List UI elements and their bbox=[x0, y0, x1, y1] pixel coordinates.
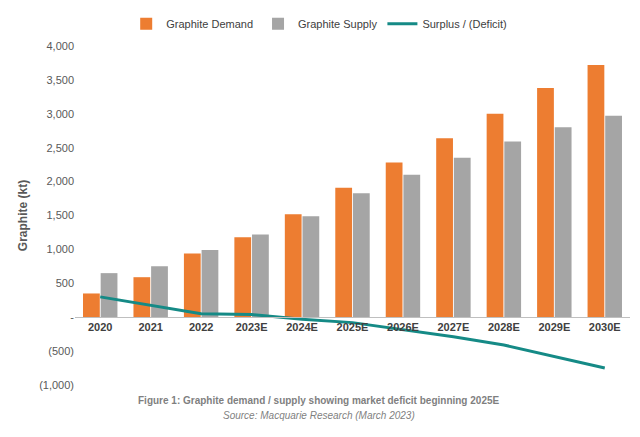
svg-text:Graphite (kt): Graphite (kt) bbox=[16, 180, 30, 251]
svg-text:2021: 2021 bbox=[138, 321, 162, 333]
svg-text:2022: 2022 bbox=[189, 321, 213, 333]
svg-text:(1,000): (1,000) bbox=[39, 379, 74, 391]
svg-text:Graphite Supply: Graphite Supply bbox=[298, 18, 377, 30]
svg-text:2020: 2020 bbox=[88, 321, 112, 333]
svg-text:2,500: 2,500 bbox=[46, 142, 74, 154]
svg-text:(500): (500) bbox=[48, 345, 74, 357]
svg-text:3,500: 3,500 bbox=[46, 74, 74, 86]
svg-text:Source: Macquarie Research (Ma: Source: Macquarie Research (March 2023) bbox=[223, 410, 415, 421]
svg-text:2023E: 2023E bbox=[236, 321, 268, 333]
svg-text:2029E: 2029E bbox=[538, 321, 570, 333]
svg-text:Graphite Demand: Graphite Demand bbox=[166, 18, 253, 30]
svg-text:3,000: 3,000 bbox=[46, 108, 74, 120]
svg-text:4,000: 4,000 bbox=[46, 40, 74, 52]
svg-text:2024E: 2024E bbox=[286, 321, 318, 333]
svg-text:1,000: 1,000 bbox=[46, 243, 74, 255]
svg-text:2028E: 2028E bbox=[488, 321, 520, 333]
svg-text:1,500: 1,500 bbox=[46, 209, 74, 221]
svg-text:Figure 1: Graphite demand / su: Figure 1: Graphite demand / supply showi… bbox=[138, 395, 500, 406]
svg-text:Surplus / (Deficit): Surplus / (Deficit) bbox=[422, 18, 506, 30]
svg-text:2,000: 2,000 bbox=[46, 175, 74, 187]
svg-text:2025E: 2025E bbox=[337, 321, 369, 333]
svg-text:2030E: 2030E bbox=[589, 321, 621, 333]
svg-text:-: - bbox=[70, 311, 74, 323]
svg-text:500: 500 bbox=[56, 277, 74, 289]
svg-text:2026E: 2026E bbox=[387, 321, 419, 333]
svg-text:2027E: 2027E bbox=[438, 321, 470, 333]
